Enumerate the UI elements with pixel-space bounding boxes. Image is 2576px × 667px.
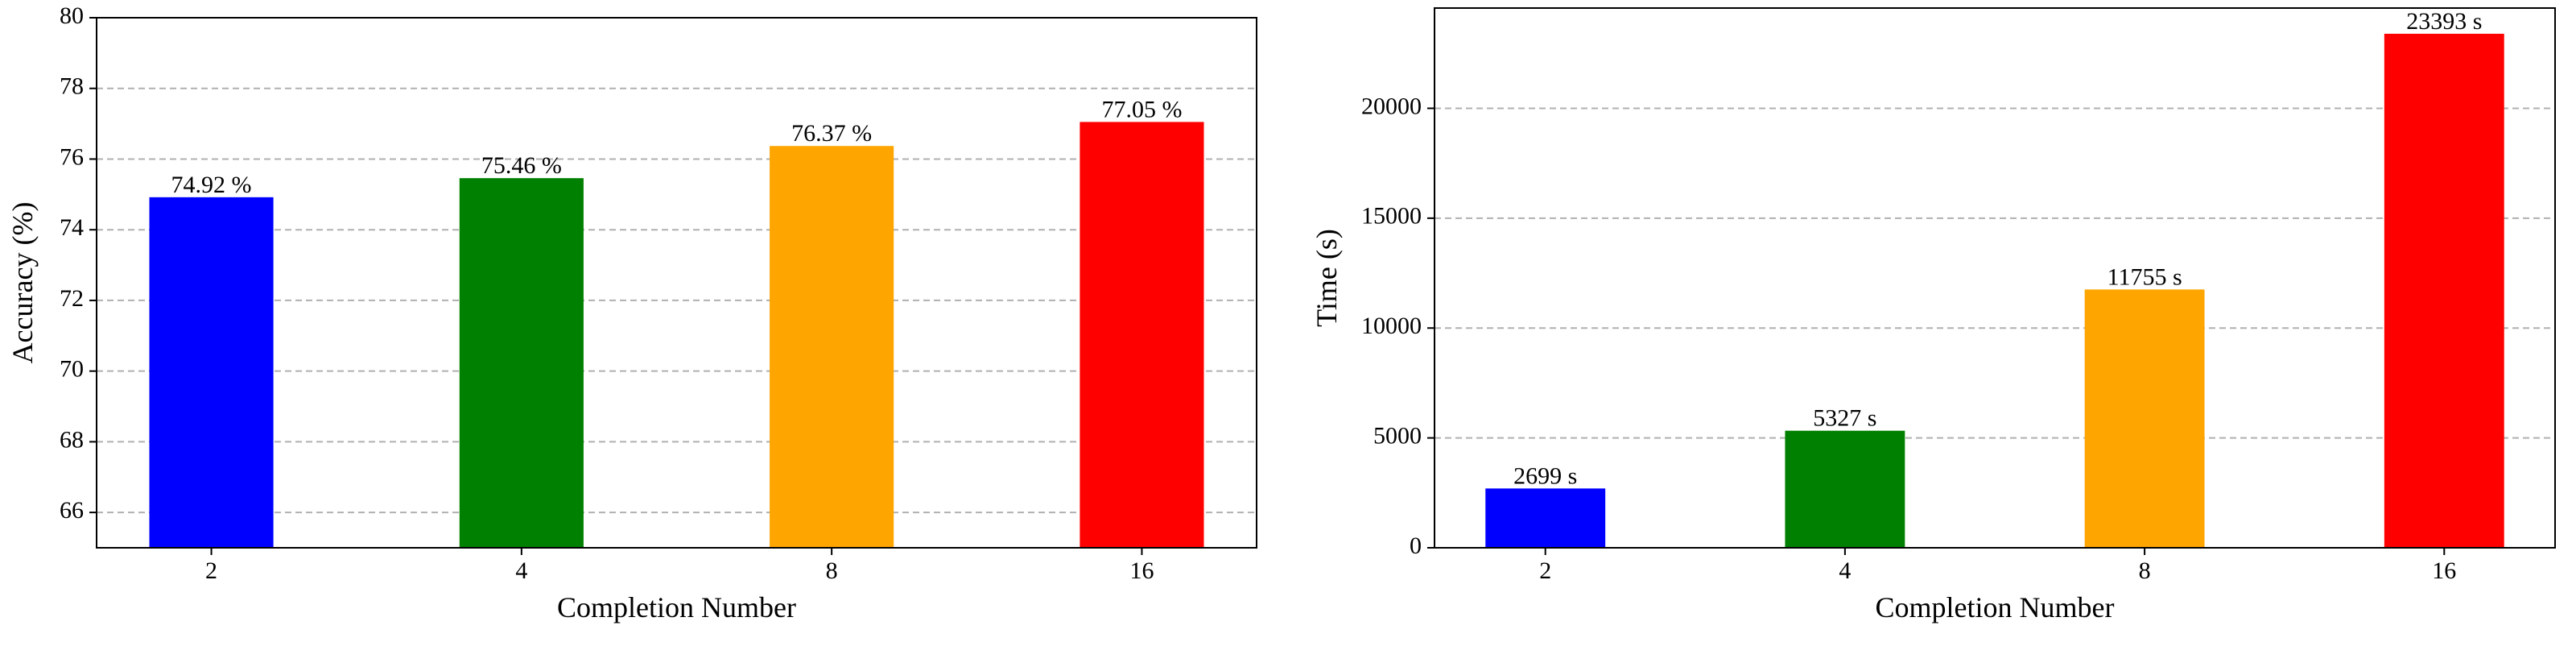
y-tick-label: 20000 [1361, 93, 1422, 119]
value-label: 5327 s [1813, 405, 1876, 432]
x-tick-label: 2 [1539, 557, 1551, 584]
bar [2084, 289, 2205, 548]
bar [459, 178, 584, 548]
y-tick-label: 5000 [1373, 423, 1422, 450]
y-axis-label: Time (s) [1311, 229, 1343, 327]
y-tick-label: 80 [60, 2, 84, 29]
y-tick-label: 76 [60, 143, 84, 170]
y-tick-label: 15000 [1361, 203, 1422, 230]
value-label: 74.92 % [171, 172, 252, 198]
value-label: 23393 s [2406, 8, 2482, 35]
y-tick-label: 70 [60, 356, 84, 383]
x-tick-label: 8 [826, 557, 838, 584]
value-label: 76.37 % [791, 120, 872, 147]
bar [1785, 430, 1905, 548]
value-label: 77.05 % [1101, 96, 1182, 122]
bar [2384, 33, 2504, 548]
bar [1080, 122, 1204, 548]
y-tick-label: 68 [60, 426, 84, 453]
x-tick-label: 4 [1839, 557, 1851, 584]
value-label: 2699 s [1513, 462, 1577, 489]
y-tick-label: 78 [60, 73, 84, 100]
x-tick-label: 2 [205, 557, 217, 584]
y-tick-label: 66 [60, 497, 84, 524]
value-label: 75.46 % [481, 152, 562, 179]
y-tick-label: 0 [1410, 532, 1422, 559]
y-tick-label: 74 [60, 214, 84, 241]
bar [770, 146, 894, 548]
x-tick-label: 4 [515, 557, 527, 584]
x-tick-label: 16 [1129, 557, 1154, 584]
bar [149, 197, 274, 549]
y-tick-label: 72 [60, 285, 84, 312]
value-label: 11755 s [2107, 263, 2182, 290]
y-tick-label: 10000 [1361, 313, 1422, 339]
x-axis-label: Completion Number [1876, 591, 2115, 624]
bar [1485, 488, 1606, 548]
axes-frame [1434, 7, 2556, 549]
x-tick-label: 8 [2139, 557, 2151, 584]
x-axis-label: Completion Number [557, 591, 796, 624]
axes-frame [96, 17, 1257, 549]
x-tick-label: 16 [2432, 557, 2456, 584]
y-axis-label: Accuracy (%) [6, 202, 39, 364]
